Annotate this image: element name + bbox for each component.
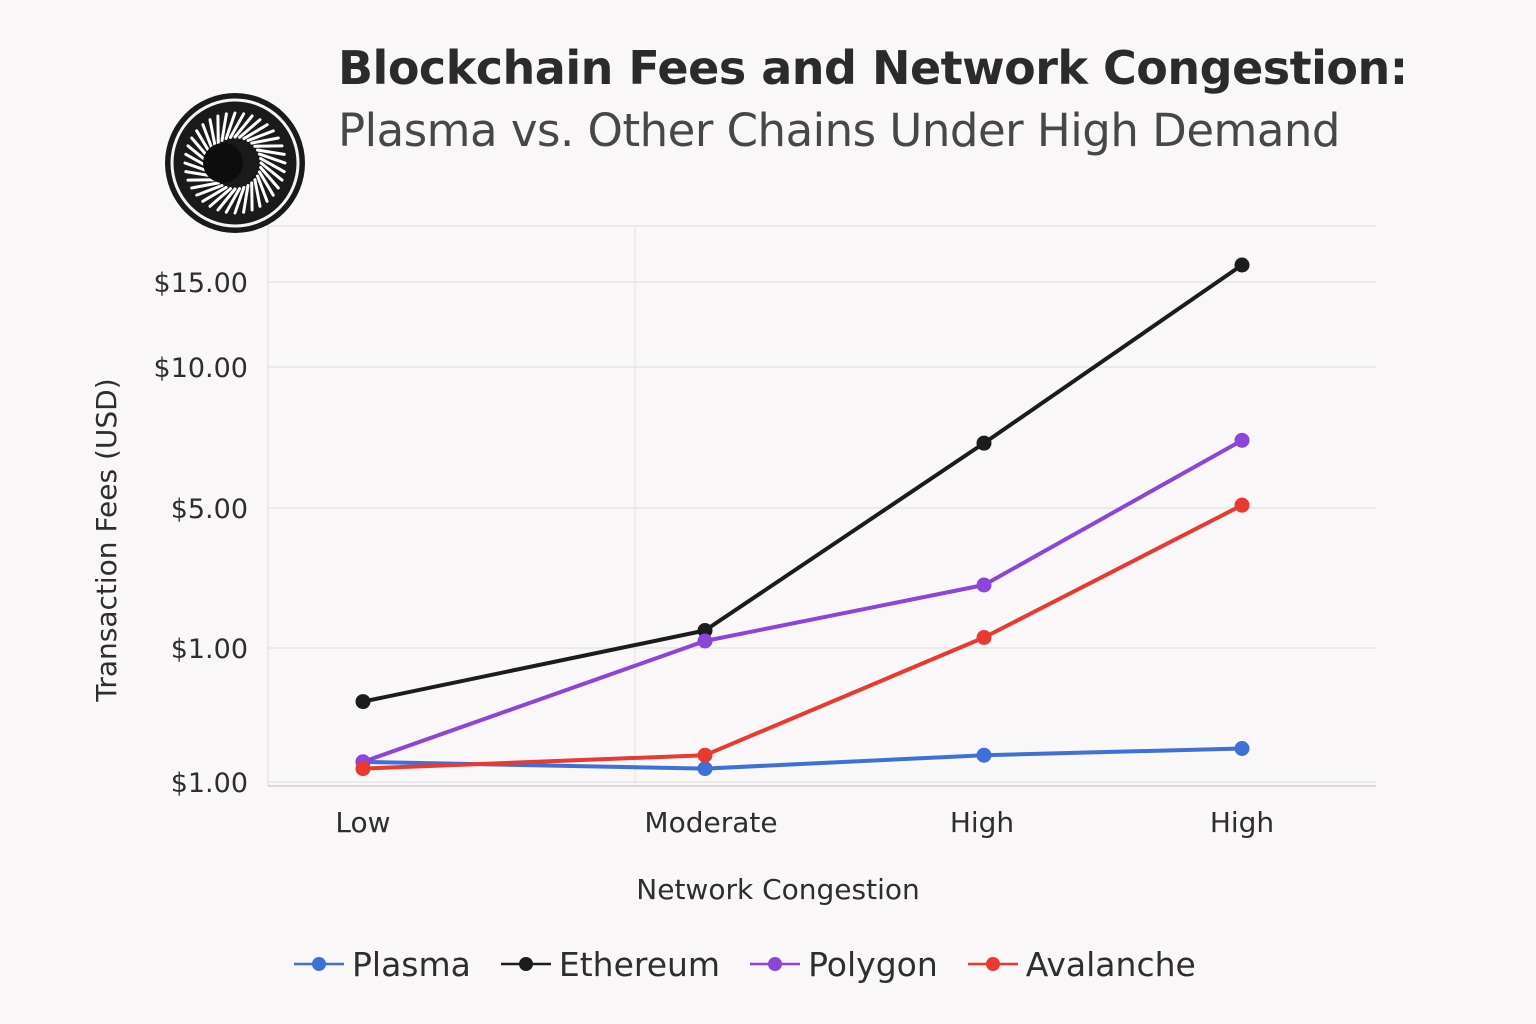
- data-point: [697, 633, 713, 649]
- grid: [267, 225, 1376, 787]
- logo-ray: [257, 152, 287, 165]
- series-group: [355, 257, 1250, 777]
- data-point: [1234, 257, 1250, 273]
- series-plasma: [355, 741, 1250, 777]
- series-line: [362, 263, 1244, 704]
- logo-ray: [201, 185, 228, 203]
- data-point: [1234, 497, 1250, 513]
- legend-marker: [750, 957, 801, 971]
- series-avalanche: [355, 497, 1250, 777]
- y-axis-label: Transaction Fees (USD): [90, 378, 123, 702]
- x-tick-label: High: [950, 806, 1014, 839]
- logo-ray: [224, 187, 241, 214]
- y-tick-label: $1.00: [171, 768, 248, 799]
- logo-ray: [201, 123, 214, 152]
- legend-label: Polygon: [808, 944, 938, 984]
- x-tick-label: Low: [335, 806, 390, 839]
- y-tick-label: $5.00: [171, 494, 248, 525]
- spiral-ring-logo-icon: [165, 93, 305, 233]
- y-axis-ticks: $1.00 $1.00 $5.00 $10.00 $15.00: [154, 268, 248, 799]
- logo-ray: [229, 112, 246, 139]
- logo-ray: [259, 166, 280, 190]
- logo-ray: [246, 129, 275, 142]
- logo-ray: [259, 161, 284, 182]
- data-point: [697, 623, 713, 638]
- data-point: [355, 761, 371, 777]
- legend-label: Ethereum: [558, 944, 721, 984]
- data-point: [697, 747, 713, 763]
- logo-ray: [253, 178, 262, 208]
- data-point: [355, 694, 371, 710]
- logo-ray: [259, 157, 286, 174]
- legend-item-ethereum: Ethereum: [500, 944, 721, 984]
- logo-ray: [220, 112, 228, 142]
- legend-marker: [967, 957, 1018, 971]
- logo-ray: [256, 174, 269, 203]
- data-point: [1234, 432, 1250, 448]
- data-point: [976, 747, 992, 763]
- logo-ray: [242, 184, 250, 214]
- logo-ray: [233, 185, 246, 215]
- x-tick-label: High: [1210, 806, 1274, 839]
- legend-item-plasma: Plasma: [294, 945, 471, 984]
- series-line: [362, 438, 1243, 764]
- legend: Plasma Ethereum Polygon Avalanche: [294, 940, 1226, 988]
- logo-ray: [195, 184, 224, 197]
- x-tick-label: Moderate: [644, 806, 777, 839]
- logo-ray: [224, 111, 237, 141]
- data-point: [697, 761, 713, 777]
- data-point: [976, 435, 992, 451]
- legend-label: Avalanche: [1025, 944, 1196, 984]
- logo-ray: [216, 187, 237, 212]
- logo-ray: [256, 148, 286, 156]
- legend-marker: [294, 957, 344, 971]
- data-point: [976, 577, 992, 593]
- y-tick-label: $15.00: [154, 268, 248, 299]
- data-point: [1234, 741, 1250, 756]
- x-axis-ticks: Low Moderate High High: [335, 806, 1274, 839]
- logo-ray: [250, 136, 280, 145]
- x-axis-label: Network Congestion: [636, 873, 919, 906]
- series-polygon: [355, 432, 1250, 770]
- chart-title: Blockchain Fees and Network Congestion:: [338, 41, 1408, 95]
- data-point: [976, 630, 992, 645]
- y-tick-label: $10.00: [154, 353, 248, 384]
- series-line: [362, 503, 1243, 771]
- chart-subtitle: Plasma vs. Other Chains Under High Deman…: [338, 104, 1340, 157]
- logo-ray: [242, 123, 269, 141]
- legend-item-polygon: Polygon: [750, 945, 938, 984]
- legend-item-avalanche: Avalanche: [967, 944, 1196, 984]
- logo-ray: [190, 181, 220, 190]
- legend-marker: [500, 957, 551, 971]
- y-tick-label: $1.00: [171, 634, 248, 665]
- logo-ray: [257, 170, 275, 197]
- logo-ray: [233, 114, 254, 139]
- logo-ray: [208, 118, 217, 148]
- logo-ray: [208, 187, 232, 208]
- legend-label: Plasma: [352, 944, 471, 984]
- logo-ray: [238, 118, 262, 139]
- series-line: [362, 746, 1243, 771]
- series-ethereum: [355, 257, 1250, 710]
